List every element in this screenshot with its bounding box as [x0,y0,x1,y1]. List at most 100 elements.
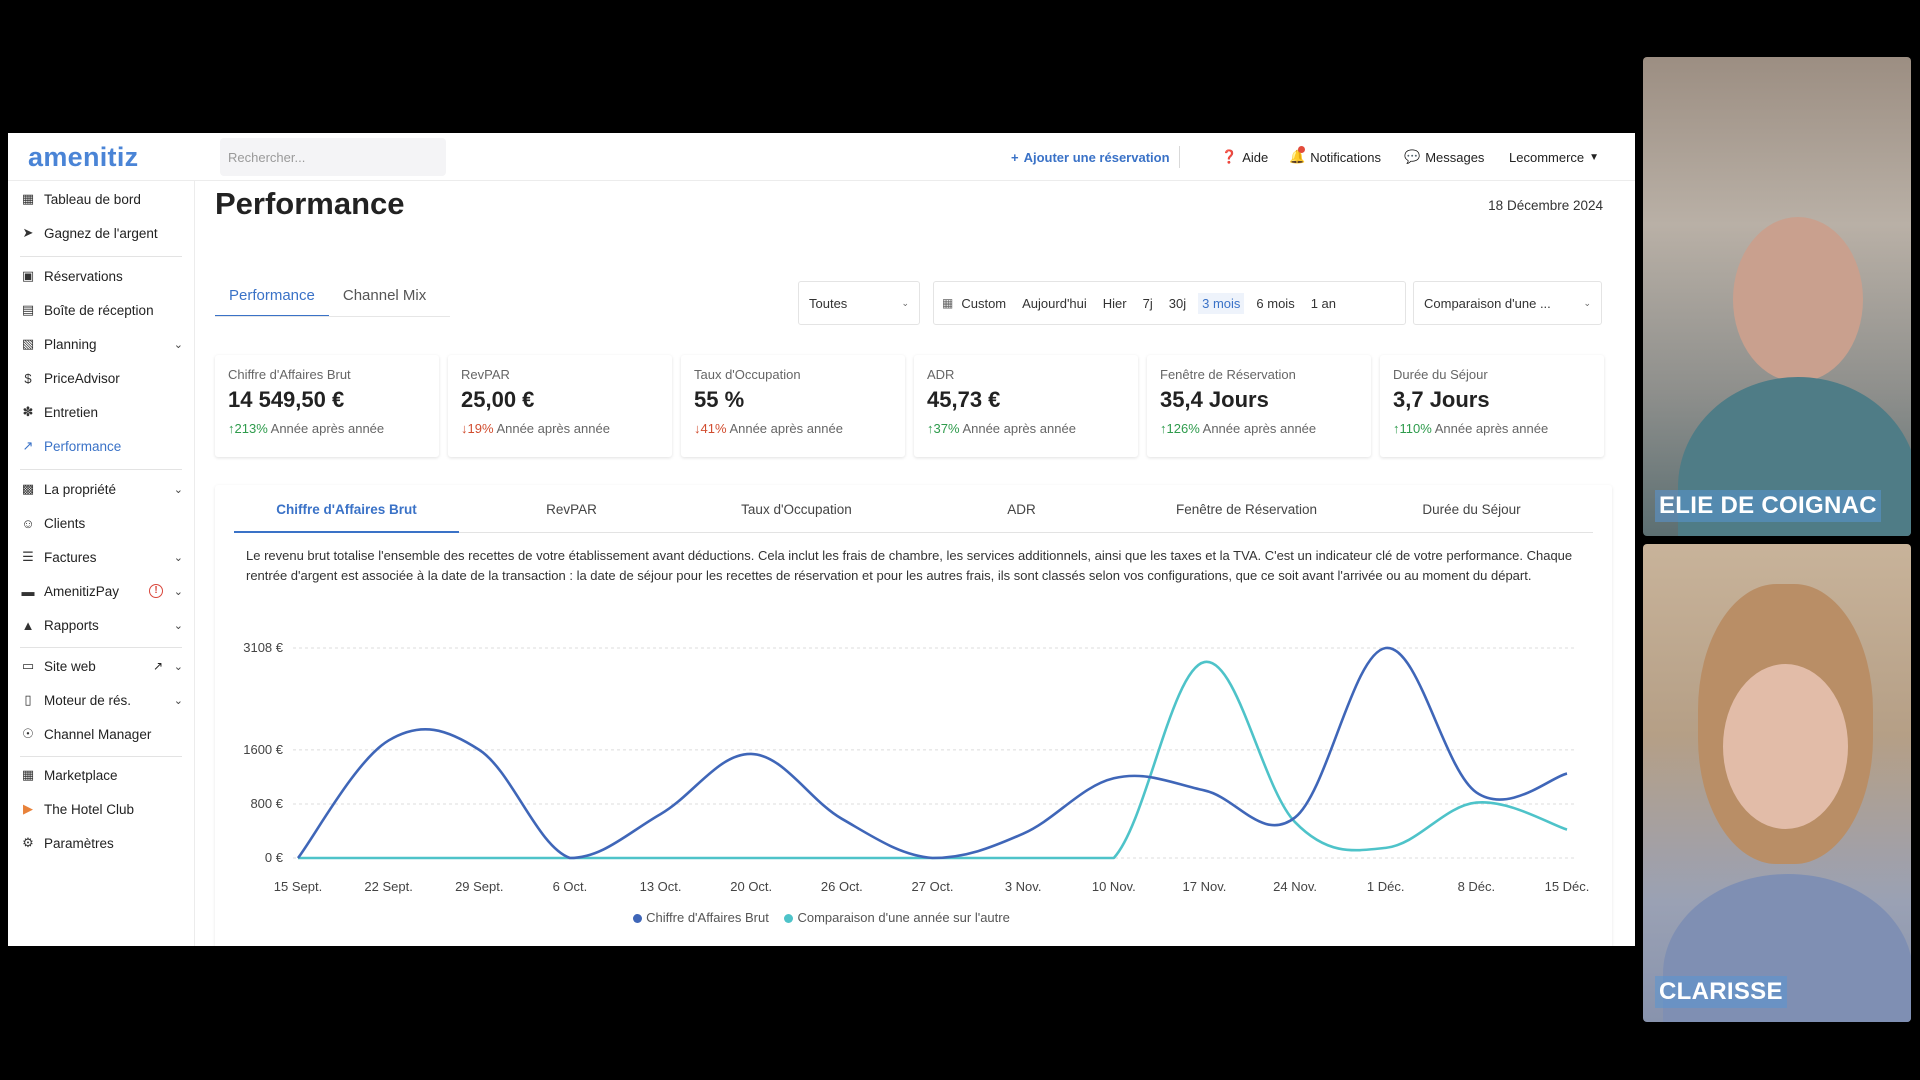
sidebar-item-property[interactable]: ▩ La propriété ⌄ [8,475,195,503]
sidebar-item-priceadvisor[interactable]: $ PriceAdvisor [8,364,195,392]
kpi-card-revpar[interactable]: RevPAR 25,00 € ↓19% Année après année [448,355,672,457]
kpi-label: Taux d'Occupation [694,367,801,382]
x-tick-label: 24 Nov. [1273,879,1317,894]
trend-icon: ↗ [22,438,34,453]
sidebar-item-dashboard[interactable]: ▦ Tableau de bord [8,185,195,213]
external-link-icon: ↗ [152,659,163,673]
arrow-up-icon: ↑ [1160,421,1167,436]
sidebar: ▦ Tableau de bord ➤ Gagnez de l'argent ▣ Ré… [8,181,195,946]
engine-icon: ▯ [24,692,32,707]
sidebar-divider [20,469,182,470]
sidebar-item-channel-manager[interactable]: ☉ Channel Manager [8,720,195,748]
sidebar-item-label: Planning [44,336,97,352]
metric-tab-occupancy[interactable]: Taux d'Occupation [741,502,852,517]
kpi-change-value: 41% [700,421,727,436]
sidebar-item-reservations[interactable]: ▣ Réservations [8,262,195,290]
kpi-value: 35,4 Jours [1160,387,1269,412]
sidebar-item-booking-engine[interactable]: ▯ Moteur de rés. ⌄ [8,686,195,714]
sidebar-item-label: Performance [44,438,122,454]
amenitiz-logo[interactable]: amenitiz [28,142,139,172]
metric-tab-booking-window[interactable]: Fenêtre de Réservation [1175,502,1318,517]
add-reservation-button[interactable]: + Ajouter une réservation [1011,147,1170,167]
tab-performance[interactable]: Performance [215,285,329,317]
property-filter-value: Toutes [809,295,848,311]
broom-icon: ✽ [22,404,34,419]
sidebar-item-reports[interactable]: ▲ Rapports ⌄ [8,611,195,639]
kpi-change-value: 126% [1166,421,1200,436]
kpi-card-length-of-stay[interactable]: Durée du Séjour 3,7 Jours ↑110% Année ap… [1380,355,1604,457]
participant-name: ELIE DE COIGNAC [1655,490,1881,522]
kpi-card-booking-window[interactable]: Fenêtre de Réservation 35,4 Jours ↑126% … [1147,355,1371,457]
chat-icon: 💬 [1404,149,1421,164]
period-1y[interactable]: 1 an [1310,295,1337,311]
kpi-change: ↑126% Année après année [1160,421,1358,436]
legend-item-revenue[interactable]: Chiffre d'Affaires Brut [633,910,769,925]
y-tick-label: 800 € [250,796,283,811]
kpi-change-value: 110% [1399,421,1432,436]
arrow-down-icon: ↓ [694,421,701,436]
help-icon: ❓ [1221,149,1238,164]
website-icon: ▭ [21,658,35,673]
period-custom[interactable]: Custom [961,295,1007,311]
metric-tab-length-of-stay[interactable]: Durée du Séjour [1422,502,1521,517]
kpi-change: ↑37% Année après année [927,421,1125,436]
period-today[interactable]: Aujourd'hui [1022,295,1087,311]
kpi-label: Fenêtre de Réservation [1160,367,1296,382]
legend-label: Comparaison d'une année sur l'autre [797,910,1010,925]
series-line-comparison [298,660,1568,860]
x-tick-label: 26 Oct. [821,879,863,894]
property-filter-select[interactable]: Toutes ⌄ [798,281,920,325]
period-6m[interactable]: 6 mois [1256,295,1295,311]
tab-channel-mix[interactable]: Channel Mix [342,287,427,304]
search-input[interactable] [220,138,446,176]
sidebar-item-amenitizpay[interactable]: ▬ AmenitizPay! ⌄ [8,577,195,605]
kpi-card-revenue[interactable]: Chiffre d'Affaires Brut 14 549,50 € ↑213… [215,355,439,457]
sidebar-item-inbox[interactable]: ▤ Boîte de réception [8,296,195,324]
video-tile-participant-1: ELIE DE COIGNAC [1643,57,1911,536]
chevron-down-icon: ⌄ [173,660,183,673]
period-30d[interactable]: 30j [1168,295,1187,311]
sidebar-item-website[interactable]: ▭ Site web ↗ ⌄ [8,652,195,680]
y-tick-label: 3108 € [243,640,284,655]
sidebar-item-invoices[interactable]: ☰ Factures ⌄ [8,543,195,571]
revenue-line-chart: 0 € 800 € 1600 € 3108 € 15 Sept. 22 Sept. 29 S… [243,640,1589,894]
metric-tab-revpar[interactable]: RevPAR [546,502,597,517]
messages-button[interactable]: 💬 Messages [1404,147,1484,167]
comparison-select[interactable]: Comparaison d'une ... ⌄ [1413,281,1602,325]
metric-tab-adr[interactable]: ADR [1007,502,1036,517]
channel-icon: ☉ [22,726,34,741]
chevron-down-icon: ⌄ [173,619,183,632]
kpi-card-adr[interactable]: ADR 45,73 € ↑37% Année après année [914,355,1138,457]
sidebar-item-clients[interactable]: ☺ Clients [8,509,195,537]
sidebar-item-maintenance[interactable]: ✽ Entretien [8,398,195,426]
sidebar-item-hotel-club[interactable]: ▶ The Hotel Club [8,795,195,823]
kpi-card-occupancy[interactable]: Taux d'Occupation 55 % ↓41% Année après … [681,355,905,457]
arrow-down-icon: ↓ [461,421,468,436]
sidebar-item-label: Paramètres [44,835,114,851]
topbar-divider [1179,146,1180,168]
kpi-label: Durée du Séjour [1393,367,1488,382]
notifications-label: Notifications [1310,149,1381,165]
period-3m[interactable]: 3 mois [1198,292,1245,314]
sidebar-divider [20,647,182,648]
sidebar-item-settings[interactable]: ⚙ Paramètres [8,829,195,857]
kpi-change-suffix: Année après année [729,421,843,436]
sidebar-item-marketplace[interactable]: ▦ Marketplace [8,761,195,789]
sidebar-item-earn-money[interactable]: ➤ Gagnez de l'argent [8,219,195,247]
chevron-down-icon: ⌄ [173,694,183,707]
help-button[interactable]: ❓ Aide [1221,147,1268,167]
period-yesterday[interactable]: Hier [1102,295,1127,311]
sidebar-item-label: Channel Manager [44,726,152,742]
kpi-change: ↓41% Année après année [694,421,892,436]
legend-item-comparison[interactable]: Comparaison d'une année sur l'autre [784,910,1010,925]
arrow-up-icon: ↑ [1393,421,1400,436]
metric-tab-revenue[interactable]: Chiffre d'Affaires Brut [234,485,459,533]
sidebar-item-planning[interactable]: ▧ Planning ⌄ [8,330,195,358]
sidebar-item-performance[interactable]: ↗ Performance [8,432,195,460]
period-7d[interactable]: 7j [1142,295,1153,311]
notification-badge [1298,146,1305,153]
sidebar-item-label: PriceAdvisor [44,370,120,386]
account-menu[interactable]: Lecommerce ▼ [1509,147,1599,167]
x-tick-label: 29 Sept. [455,879,503,894]
chevron-down-icon: ▼ [1589,151,1600,163]
